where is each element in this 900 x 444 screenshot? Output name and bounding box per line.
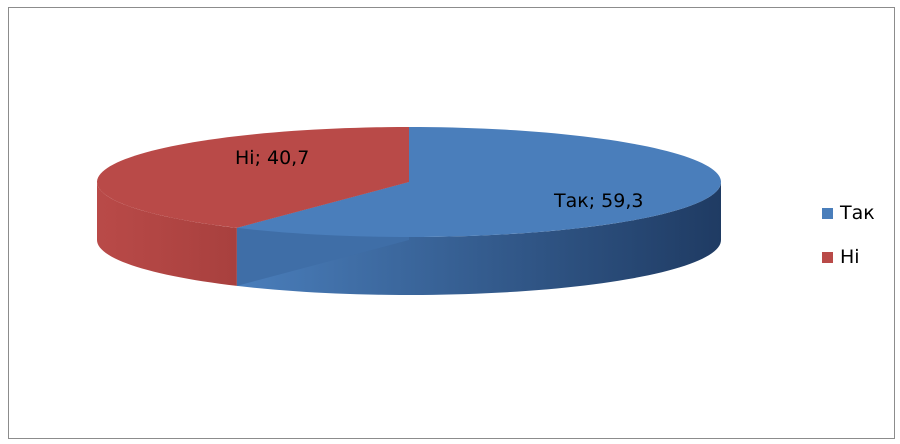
pie-wall-tak bbox=[236, 182, 721, 295]
slice-label-tak: Так; 59,3 bbox=[553, 190, 643, 212]
chart-frame: Так; 59,3 Ні; 40,7 Так Ні bbox=[8, 7, 895, 439]
slice-label-ni: Ні; 40,7 bbox=[235, 147, 309, 169]
pie-slice-tak bbox=[236, 127, 721, 237]
legend-swatch-tak bbox=[822, 208, 833, 219]
legend-label-ni: Ні bbox=[840, 246, 860, 268]
legend-label-tak: Так bbox=[839, 202, 875, 224]
pie-wall-ni bbox=[97, 182, 237, 286]
legend-swatch-ni bbox=[822, 252, 833, 263]
chart-svg: Так; 59,3 Ні; 40,7 Так Ні bbox=[97, 127, 875, 295]
pie-data-labels: Так; 59,3 Ні; 40,7 bbox=[235, 147, 643, 212]
pie-slice-ni bbox=[97, 127, 409, 228]
legend: Так Ні bbox=[822, 202, 875, 268]
pie-top-faces bbox=[97, 127, 721, 237]
